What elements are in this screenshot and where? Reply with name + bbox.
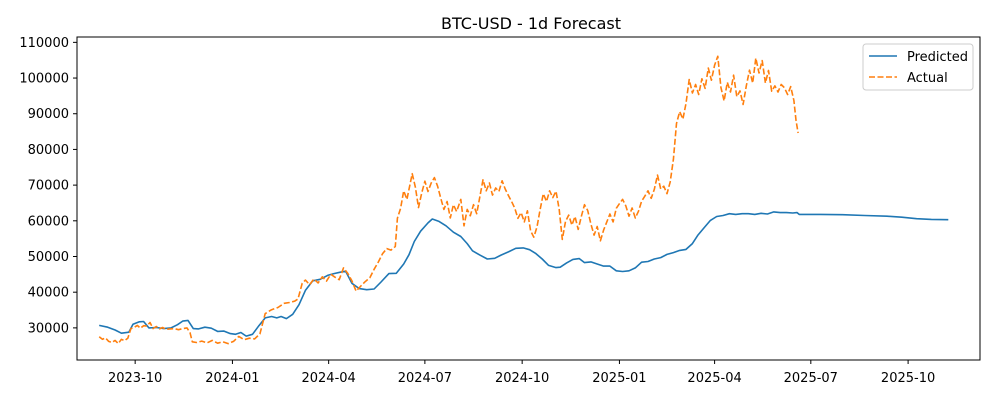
plot-lines bbox=[98, 55, 949, 345]
x-tick-label: 2025-01 bbox=[592, 371, 646, 386]
x-tick-label: 2024-10 bbox=[495, 371, 549, 386]
x-tick-label: 2024-07 bbox=[398, 371, 452, 386]
x-tick-label: 2023-10 bbox=[108, 371, 162, 386]
y-tick-label: 60000 bbox=[28, 214, 69, 229]
x-tick-label: 2024-04 bbox=[301, 371, 355, 386]
y-tick-label: 90000 bbox=[28, 107, 69, 122]
chart-title: BTC-USD - 1d Forecast bbox=[441, 14, 621, 33]
y-tick-label: 100000 bbox=[19, 72, 69, 87]
legend-label-predicted: Predicted bbox=[907, 50, 968, 65]
x-tick-label: 2025-04 bbox=[687, 371, 741, 386]
y-tick-label: 110000 bbox=[19, 36, 69, 51]
x-tick-label: 2024-01 bbox=[205, 371, 259, 386]
y-tick-label: 30000 bbox=[28, 321, 69, 336]
series-line-actual bbox=[98, 55, 799, 345]
y-tick-label: 50000 bbox=[28, 250, 69, 265]
y-axis: 30000 40000 50000 60000 70000 80000 90000 10000… bbox=[19, 36, 77, 336]
x-tick-label: 2025-07 bbox=[784, 371, 838, 386]
y-tick-label: 70000 bbox=[28, 179, 69, 194]
x-axis: 2023-10 2024-01 2024-04 2024-07 2024-10 2025-… bbox=[108, 360, 935, 386]
series-line-predicted bbox=[99, 211, 949, 337]
legend: Predicted Actual bbox=[862, 43, 974, 91]
plot-area-frame bbox=[76, 36, 981, 361]
y-tick-label: 80000 bbox=[28, 143, 69, 158]
x-tick-label: 2025-10 bbox=[881, 371, 935, 386]
y-tick-label: 40000 bbox=[28, 286, 69, 301]
legend-label-actual: Actual bbox=[907, 71, 948, 86]
